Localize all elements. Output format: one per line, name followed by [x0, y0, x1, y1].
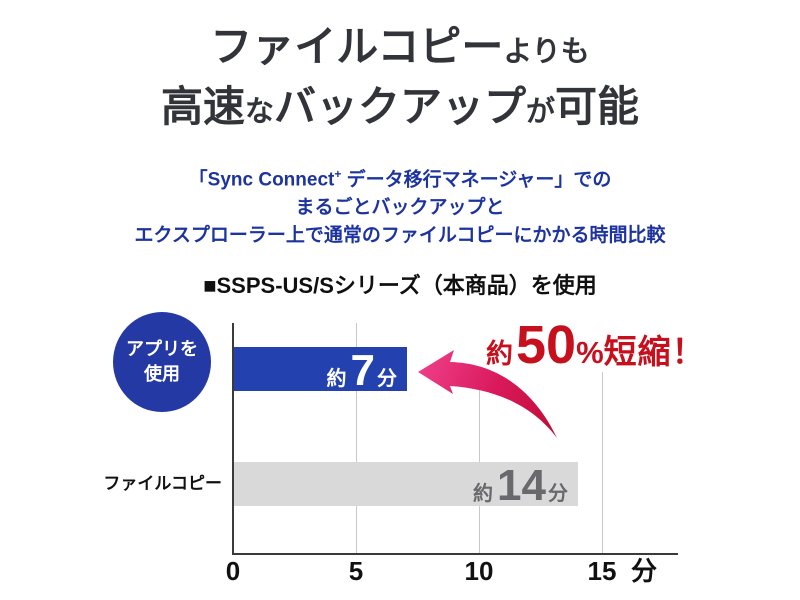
sub-copy-line3: エクスプローラー上で通常のファイルコピーにかかる時間比較 [134, 225, 666, 247]
value-unit: 分 [377, 368, 397, 390]
x-tick-15: 15 [587, 556, 617, 586]
annotation-shortened: 短縮！ [603, 333, 706, 370]
category-badge-app: アプリを 使用 [113, 312, 211, 412]
sub-copy: 「Sync Connect+ データ移行マネージャー」での まるごとバックアップ… [0, 160, 800, 250]
headline-line1-main: ファイルコピー [210, 23, 504, 70]
sub-copy-line1-pre: 「Sync Connect [188, 169, 335, 191]
reduction-arrow-icon [418, 350, 557, 438]
plus-superscript: + [334, 167, 342, 181]
annotation-percent-sign: % [576, 335, 604, 370]
headline-line2-seg2: な [244, 96, 274, 128]
chart-heading: ■SSPS-US/Sシリーズ（本商品）を使用 [0, 268, 800, 300]
headline-line2-seg4: が [526, 96, 556, 128]
headline-line1-particle: よりも [503, 36, 590, 68]
sub-copy-line2: まるごとバックアップと [295, 197, 505, 219]
x-tick-10: 10 [464, 556, 494, 586]
annotation-percent-value: 50 [516, 315, 577, 375]
value-prefix: 約 [473, 483, 494, 505]
value-prefix: 約 [326, 368, 347, 390]
annotation-backdrop [460, 304, 712, 372]
y-axis-line [232, 323, 234, 555]
x-tick-0: 0 [225, 556, 241, 586]
category-label-file-copy: ファイルコピー [103, 474, 222, 493]
gridline-5 [356, 323, 357, 553]
x-tick-5: 5 [348, 556, 364, 586]
headline: ファイルコピーよりも 高速なバックアップが可能 [0, 22, 800, 142]
headline-line1: ファイルコピーよりも [0, 22, 800, 82]
reduction-annotation: 約 50 % 短縮！ [486, 318, 706, 372]
headline-line2: 高速なバックアップが可能 [0, 82, 800, 142]
bar-value-label: 約 14 分 [234, 461, 578, 510]
annotation-approx: 約 [486, 339, 513, 369]
headline-line2-seg5: 可能 [555, 83, 640, 130]
sub-copy-line1-post: データ移行マネージャー」での [341, 169, 612, 191]
sub-copy-line1: 「Sync Connect+ データ移行マネージャー」での [0, 160, 800, 194]
value-number: 7 [350, 346, 375, 395]
value-unit: 分 [548, 483, 568, 505]
square-bullet-icon: ■ [203, 273, 217, 298]
x-axis-line [232, 553, 678, 555]
category-badge-line1: アプリを [126, 339, 198, 359]
headline-line2-seg3: バックアップ [273, 83, 526, 130]
headline-line2-seg1: 高速 [160, 83, 245, 130]
gridline-15 [602, 323, 603, 553]
value-number: 14 [497, 461, 546, 510]
category-badge-line2: 使用 [144, 364, 180, 384]
x-axis-unit: 分 [630, 556, 657, 586]
bar-file-copy: 約 14 分 [234, 461, 578, 510]
chart-heading-text: SSPS-US/Sシリーズ（本商品）を使用 [216, 273, 597, 298]
gridline-10 [479, 323, 480, 553]
